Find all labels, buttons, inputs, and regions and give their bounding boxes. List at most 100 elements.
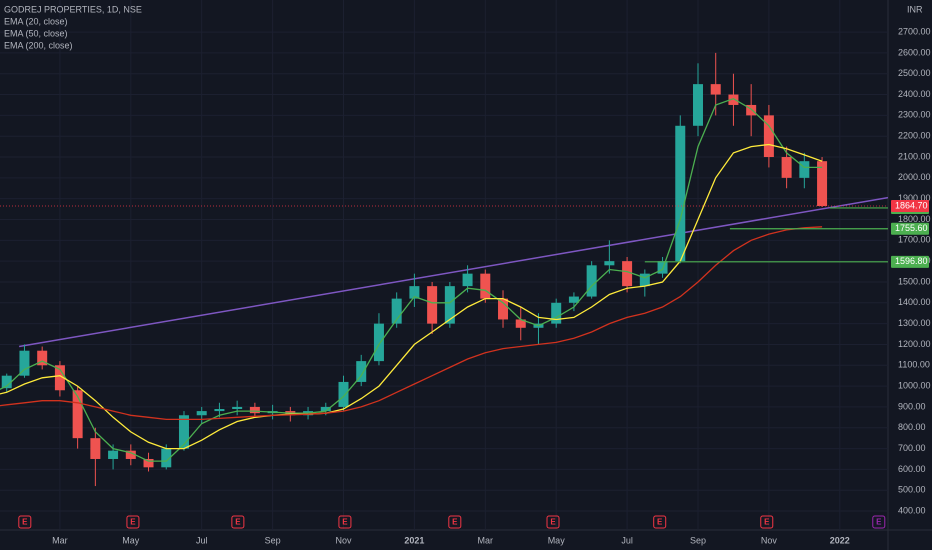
x-tick-label: Mar	[52, 535, 68, 545]
y-tick-label: 1300.00	[898, 318, 931, 328]
candle-body	[391, 298, 402, 324]
y-tick-label: 1900.00	[898, 193, 931, 203]
y-tick-label: 2000.00	[898, 172, 931, 182]
legend-entry: EMA (50, close)	[4, 28, 68, 38]
overlay: 400.00 500.00 600.00 700.00 800.00 900.00 1000…	[4, 16, 931, 545]
y-tick-label: 1200.00	[898, 339, 931, 349]
earnings-marker-box	[126, 515, 140, 529]
earnings-marker: E	[130, 518, 136, 527]
candle-body	[37, 350, 48, 366]
y-tick-label: 1000.00	[898, 380, 931, 390]
candle-body	[143, 458, 154, 468]
candle-body	[72, 390, 83, 439]
last-price-box	[891, 200, 929, 213]
last-price-label: 1864.70	[895, 200, 928, 210]
x-tick-label: 2022	[830, 535, 850, 545]
x-tick-label: 2021	[404, 535, 424, 545]
earnings-marker: E	[22, 518, 28, 527]
candle-body	[586, 265, 597, 297]
candle-body	[373, 323, 384, 362]
ema-line	[0, 97, 823, 462]
y-tick-label: 800.00	[898, 422, 926, 432]
x-tick-label: May	[548, 535, 566, 545]
candle-body	[409, 286, 420, 299]
candle-body	[675, 125, 686, 262]
candle-body	[710, 84, 721, 95]
candle-body	[90, 438, 101, 459]
earnings-marker-box	[448, 515, 462, 529]
y-tick-label: 400.00	[898, 505, 926, 515]
y-tick-label: 2400.00	[898, 89, 931, 99]
earnings-marker-box	[18, 515, 32, 529]
candle-body	[515, 319, 526, 328]
candle-body	[161, 448, 172, 468]
y-tick-label: 500.00	[898, 485, 926, 495]
x-tick-label: Nov	[335, 535, 352, 545]
earnings-marker: E	[764, 518, 770, 527]
y-tick-label: 2200.00	[898, 131, 931, 141]
candle-body	[622, 261, 633, 287]
candle-body	[551, 302, 562, 324]
y-tick-label: 700.00	[898, 443, 926, 453]
y-tick-label: 1800.00	[898, 214, 931, 224]
level-label: 1755.60	[895, 223, 928, 233]
candle-body	[480, 273, 491, 299]
earnings-marker-box	[760, 515, 774, 529]
level-label-box	[891, 255, 929, 268]
candle-body	[125, 450, 136, 459]
currency-label: INR	[907, 4, 923, 14]
candle-body	[108, 450, 119, 459]
candle-body	[19, 350, 30, 376]
upcoming-earnings-marker: E	[876, 518, 882, 527]
level-label-box	[891, 222, 929, 235]
earnings-marker: E	[452, 518, 458, 527]
y-tick-label: 1100.00	[898, 360, 930, 370]
candle-body	[657, 261, 668, 274]
candle-body	[799, 161, 810, 178]
ema-line	[0, 143, 823, 450]
candle-body	[320, 406, 331, 412]
candle-body	[338, 381, 349, 407]
y-tick-label: 600.00	[898, 464, 926, 474]
y-tick-label: 2100.00	[898, 151, 931, 161]
candle-body	[817, 161, 828, 207]
x-tick-label: Sep	[265, 535, 281, 545]
candle-body	[763, 115, 774, 158]
y-tick-label: 900.00	[898, 401, 926, 411]
candle-body	[639, 273, 650, 287]
candle-body	[568, 296, 579, 303]
earnings-marker-box	[338, 515, 352, 529]
level-label: 1596.80	[895, 256, 928, 266]
x-tick-label: Jul	[196, 535, 208, 545]
candle-body	[781, 157, 792, 178]
candle-body	[692, 84, 703, 126]
candle-body	[54, 365, 65, 391]
trendline	[19, 196, 888, 348]
candle-body	[214, 409, 225, 412]
y-tick-label: 2500.00	[898, 68, 931, 78]
earnings-marker: E	[342, 518, 348, 527]
earnings-marker-box	[546, 515, 560, 529]
x-tick-label: Mar	[478, 535, 494, 545]
x-tick-label: Jul	[621, 535, 633, 545]
y-tick-label: 1500.00	[898, 276, 931, 286]
legend-entry: EMA (200, close)	[4, 40, 73, 50]
plot-area	[0, 0, 888, 530]
earnings-marker: E	[235, 518, 241, 527]
upcoming-earnings-marker-box	[872, 515, 886, 529]
candle-body	[232, 406, 243, 410]
candle-body	[1, 375, 12, 389]
candle-body	[356, 361, 367, 382]
earnings-marker-box	[653, 515, 667, 529]
chart-title: GODREJ PROPERTIES, 1D, NSE	[4, 4, 142, 14]
x-tick-label: Sep	[690, 535, 706, 545]
legend-entry: EMA (20, close)	[4, 16, 68, 26]
y-tick-label: 2300.00	[898, 110, 931, 120]
candle-body	[196, 411, 207, 416]
candle-body	[178, 415, 189, 449]
earnings-marker: E	[550, 518, 556, 527]
candle-body	[462, 273, 473, 287]
y-tick-label: 2700.00	[898, 26, 931, 36]
y-tick-label: 1400.00	[898, 297, 931, 307]
